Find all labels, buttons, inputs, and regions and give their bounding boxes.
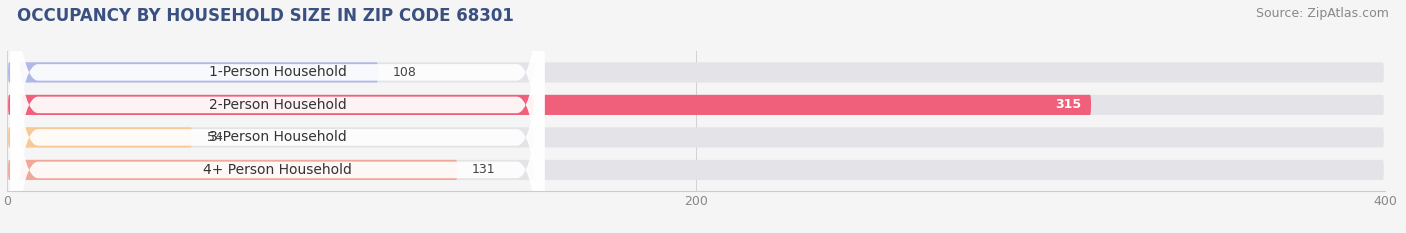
Text: OCCUPANCY BY HOUSEHOLD SIZE IN ZIP CODE 68301: OCCUPANCY BY HOUSEHOLD SIZE IN ZIP CODE … bbox=[17, 7, 513, 25]
FancyBboxPatch shape bbox=[8, 95, 1384, 115]
Text: 315: 315 bbox=[1056, 98, 1081, 111]
FancyBboxPatch shape bbox=[8, 95, 1091, 115]
Text: 131: 131 bbox=[472, 163, 496, 176]
Text: 2-Person Household: 2-Person Household bbox=[208, 98, 346, 112]
FancyBboxPatch shape bbox=[8, 127, 1384, 147]
FancyBboxPatch shape bbox=[8, 160, 457, 180]
Text: 108: 108 bbox=[392, 66, 416, 79]
FancyBboxPatch shape bbox=[10, 0, 544, 233]
Text: 54: 54 bbox=[207, 131, 222, 144]
Text: 1-Person Household: 1-Person Household bbox=[208, 65, 346, 79]
Text: 3-Person Household: 3-Person Household bbox=[208, 130, 346, 144]
FancyBboxPatch shape bbox=[10, 0, 544, 233]
FancyBboxPatch shape bbox=[8, 160, 1384, 180]
FancyBboxPatch shape bbox=[8, 127, 193, 147]
Text: Source: ZipAtlas.com: Source: ZipAtlas.com bbox=[1256, 7, 1389, 20]
FancyBboxPatch shape bbox=[8, 62, 378, 82]
FancyBboxPatch shape bbox=[10, 0, 544, 233]
FancyBboxPatch shape bbox=[8, 62, 1384, 82]
FancyBboxPatch shape bbox=[10, 0, 544, 233]
Text: 4+ Person Household: 4+ Person Household bbox=[202, 163, 352, 177]
